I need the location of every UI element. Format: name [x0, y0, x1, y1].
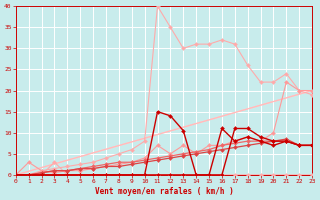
X-axis label: Vent moyen/en rafales ( km/h ): Vent moyen/en rafales ( km/h ) — [95, 187, 233, 196]
